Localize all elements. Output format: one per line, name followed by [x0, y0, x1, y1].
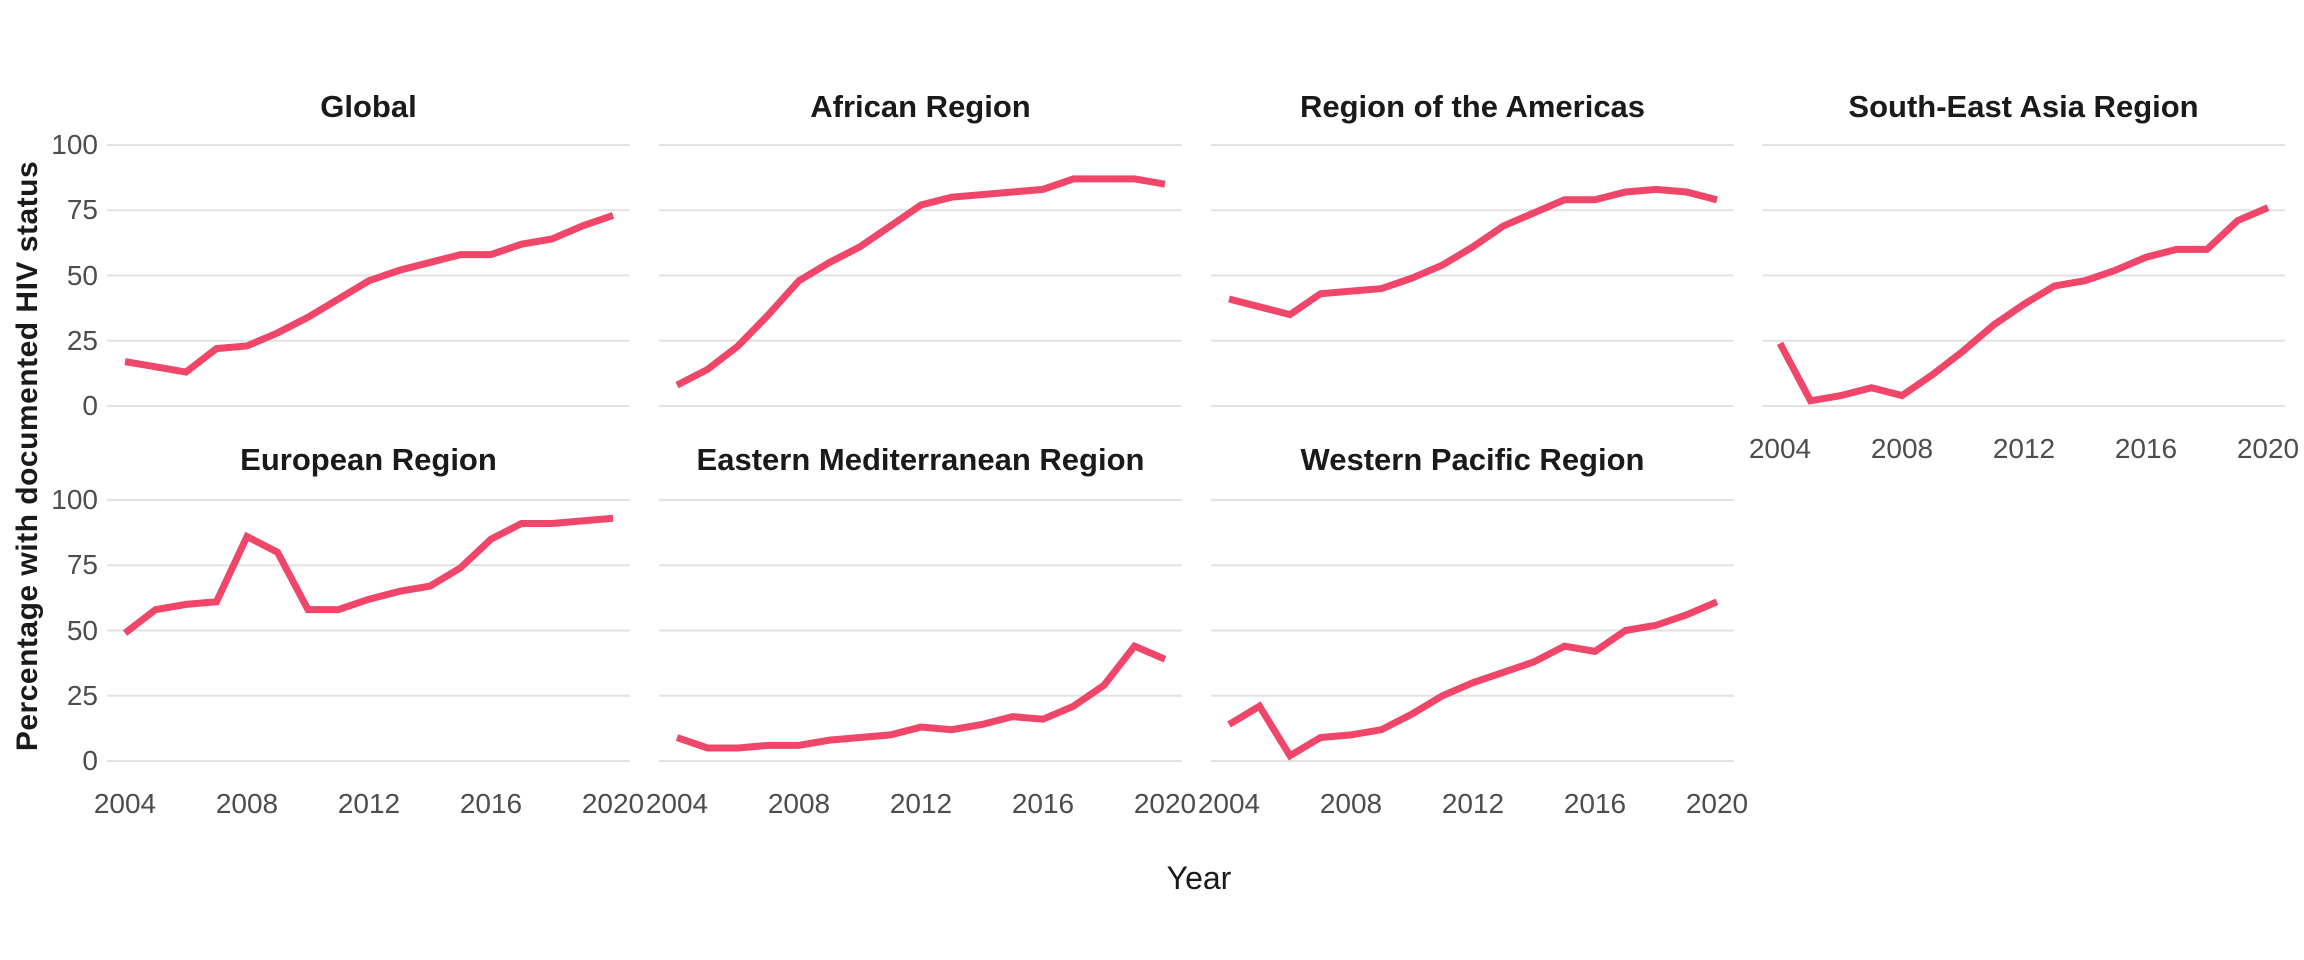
line-region-of-the-americas [1228, 185, 1718, 319]
facet-title-region-of-the-americas: Region of the Americas [1299, 89, 1646, 124]
x-tick-western-pacific-region-2020: 2020 [1685, 788, 1749, 819]
x-tick-european-region-2020: 2020 [581, 788, 645, 819]
line-eastern-mediterranean-region [675, 641, 1167, 752]
x-tick-western-pacific-region-2012: 2012 [1441, 788, 1505, 819]
facet-title-european-region: European Region [240, 442, 497, 477]
y-tick-row1-50: 50 [66, 614, 98, 646]
x-tick-european-region-2016: 2016 [459, 788, 523, 819]
x-tick-western-pacific-region-2016: 2016 [1563, 788, 1627, 819]
x-tick-european-region-2004: 2004 [93, 788, 157, 819]
y-tick-row1-75: 75 [66, 549, 98, 581]
y-axis-title: Percentage with documented HIV status [11, 160, 44, 752]
facet-title-eastern-mediterranean-region: Eastern Mediterranean Region [696, 442, 1145, 477]
x-tick-south-east-asia-region-2016: 2016 [2114, 433, 2178, 464]
x-tick-eastern-mediterranean-region-2008: 2008 [767, 788, 831, 819]
x-tick-european-region-2012: 2012 [337, 788, 401, 819]
line-south-east-asia-region [1776, 204, 2270, 405]
facet-title-western-pacific-region: Western Pacific Region [1300, 442, 1645, 477]
y-tick-row0-100: 100 [51, 129, 98, 160]
x-tick-eastern-mediterranean-region-2020: 2020 [1133, 788, 1197, 819]
facet-panel-region-of-the-americas [1211, 144, 1734, 407]
facet-panel-african-region [659, 144, 1182, 407]
facet-title-global: Global [320, 89, 417, 124]
facet-title-african-region: African Region [810, 89, 1031, 124]
y-tick-row1-100: 100 [51, 484, 98, 515]
x-tick-south-east-asia-region-2008: 2008 [1870, 433, 1934, 464]
line-western-pacific-region [1227, 598, 1719, 761]
y-tick-row0-75: 75 [66, 194, 98, 226]
x-tick-south-east-asia-region-2012: 2012 [1992, 433, 2056, 464]
x-tick-western-pacific-region-2008: 2008 [1319, 788, 1383, 819]
y-tick-row0-0: 0 [82, 390, 98, 421]
line-african-region [675, 175, 1166, 389]
y-tick-row0-25: 25 [66, 324, 98, 356]
x-axis-title: Year [1166, 860, 1232, 896]
x-tick-south-east-asia-region-2020: 2020 [2236, 433, 2300, 464]
facet-panel-western-pacific-region [1211, 499, 1734, 762]
line-global [124, 212, 615, 376]
x-tick-eastern-mediterranean-region-2004: 2004 [645, 788, 709, 819]
y-tick-row1-25: 25 [66, 679, 98, 711]
y-tick-row1-0: 0 [82, 745, 98, 776]
line-european-region [122, 514, 614, 636]
facet-panel-global [107, 144, 630, 407]
facet-panel-south-east-asia-region [1762, 144, 2285, 407]
y-tick-row0-50: 50 [66, 259, 98, 291]
facet-panel-european-region [107, 499, 630, 762]
facet-panel-eastern-mediterranean-region [659, 499, 1182, 762]
x-tick-south-east-asia-region-2004: 2004 [1748, 433, 1812, 464]
x-tick-eastern-mediterranean-region-2016: 2016 [1011, 788, 1075, 819]
x-tick-european-region-2008: 2008 [215, 788, 279, 819]
x-tick-eastern-mediterranean-region-2012: 2012 [889, 788, 953, 819]
facet-title-south-east-asia-region: South-East Asia Region [1848, 89, 2199, 124]
x-tick-western-pacific-region-2004: 2004 [1197, 788, 1261, 819]
